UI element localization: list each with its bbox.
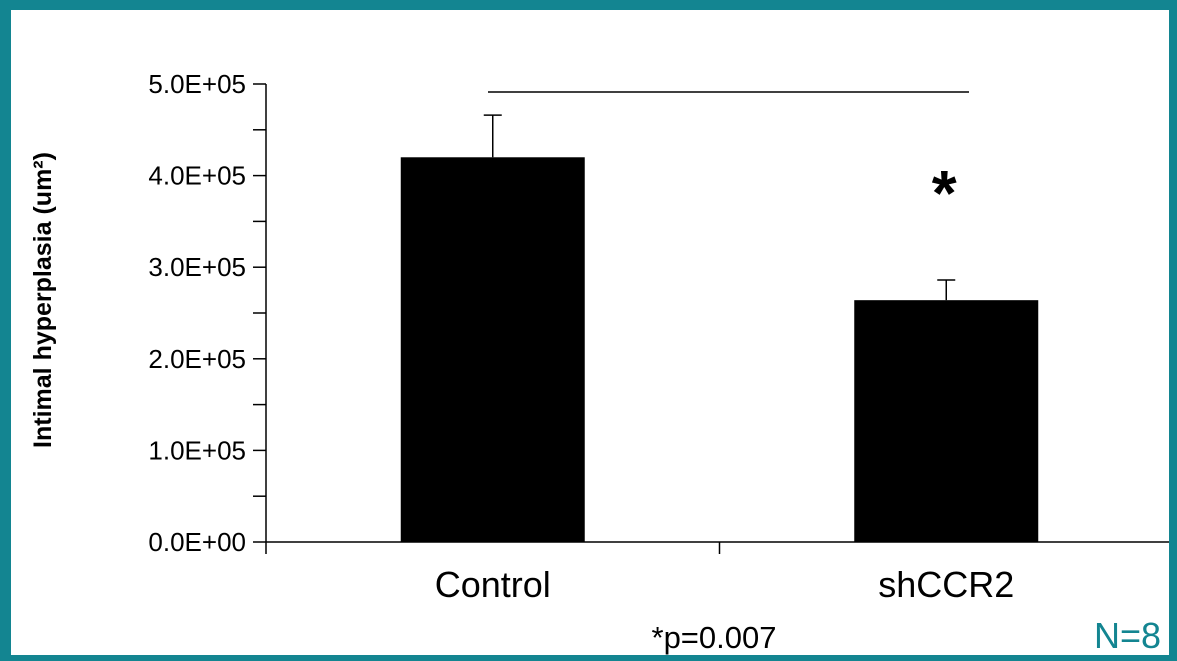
y-tick-label: 1.0E+05 <box>148 435 246 465</box>
y-axis-title: Intimal hyperplasia (um²) <box>29 152 57 448</box>
y-tick-label: 0.0E+00 <box>148 527 246 557</box>
sample-size-note: N=8 <box>1094 615 1161 655</box>
significance-marker: * <box>932 157 957 229</box>
category-label: Control <box>435 564 551 605</box>
y-tick-label: 5.0E+05 <box>148 69 246 99</box>
category-labels: Control shCCR2 <box>435 564 1015 605</box>
y-tick-label: 2.0E+05 <box>148 344 246 374</box>
p-value-note: *p=0.007 <box>652 620 777 655</box>
bar <box>854 300 1039 542</box>
error-bars <box>483 114 956 301</box>
y-tick-label: 3.0E+05 <box>148 252 246 282</box>
x-axis-ticks <box>265 542 721 554</box>
bar-chart: 0.0E+00 1.0E+05 2.0E+05 3.0E+05 4.0E+05 5.0E+… <box>29 69 1169 655</box>
bar <box>400 157 585 542</box>
y-axis-ticks: 0.0E+00 1.0E+05 2.0E+05 3.0E+05 4.0E+05 5.0E+… <box>148 69 266 557</box>
bars <box>400 157 1039 542</box>
y-tick-label: 4.0E+05 <box>148 161 246 191</box>
category-label: shCCR2 <box>878 564 1014 605</box>
